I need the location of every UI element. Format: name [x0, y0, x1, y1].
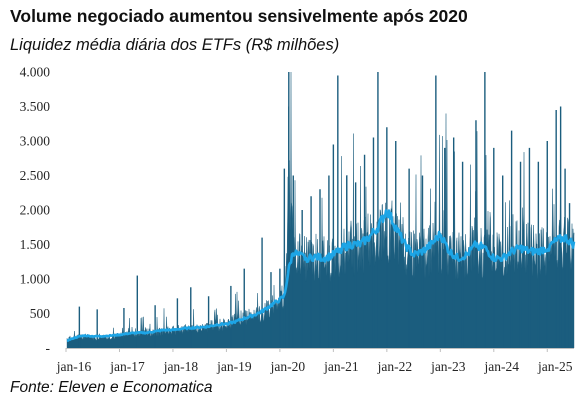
y-tick-label: 4.000: [20, 65, 51, 80]
x-tick-label: jan-17: [109, 359, 145, 374]
y-tick-label: 1.000: [20, 272, 51, 287]
x-tick-label: jan-21: [323, 359, 359, 374]
daily-volume-area-fill: [66, 71, 575, 349]
x-tick-label: jan-19: [216, 359, 252, 374]
x-tick-label: jan-20: [270, 359, 306, 374]
y-tick-label: -: [46, 341, 51, 356]
chart-title: Volume negociado aumentou sensivelmente …: [10, 6, 468, 26]
x-tick-label: jan-22: [377, 359, 413, 374]
x-tick-label: jan-16: [56, 359, 92, 374]
y-axis-ticks: - 500 1.000 1.500 2.000 2.500 3.000 3.500 4.000: [20, 65, 51, 356]
x-tick-label: jan-25: [537, 359, 573, 374]
source-note: Fonte: Eleven e Economatica: [10, 379, 213, 396]
chart-subtitle: Liquidez média diária dos ETFs (R$ milhõ…: [10, 36, 340, 54]
y-tick-label: 3.000: [20, 134, 51, 149]
x-tick-label: jan-24: [484, 359, 520, 374]
daily-volume-area: [66, 71, 575, 349]
y-tick-label: 2.500: [20, 168, 51, 183]
y-tick-label: 1.500: [20, 237, 51, 252]
x-axis-ticks: jan-16 jan-17 jan-18 jan-19 jan-20 jan-21 jan-…: [56, 348, 573, 374]
moving-average-line: [66, 209, 576, 343]
moving-average-line-group: [66, 209, 576, 343]
x-tick-label: jan-18: [163, 359, 199, 374]
y-tick-label: 500: [30, 306, 51, 321]
y-tick-label: 2.000: [20, 203, 51, 218]
y-tick-label: 3.500: [20, 99, 51, 114]
x-tick-label: jan-23: [430, 359, 466, 374]
